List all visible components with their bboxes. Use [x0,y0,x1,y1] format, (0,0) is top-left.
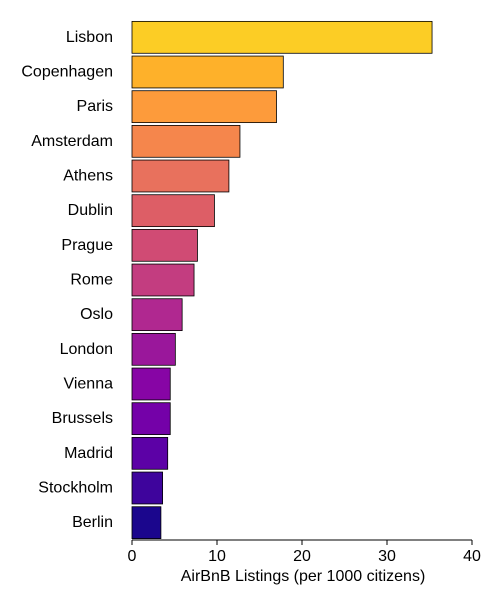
category-label-london: London [60,341,113,358]
category-label-brussels: Brussels [52,410,113,427]
category-label-prague: Prague [61,237,113,254]
category-label-paris: Paris [77,98,113,115]
x-tick-label-10: 10 [208,548,226,565]
bar-rome [131,263,195,297]
x-tick-label-40: 40 [463,548,481,565]
x-axis: 0 10 20 30 40 [128,539,481,565]
bar-dublin [131,194,215,228]
bar-brussels [131,402,171,436]
category-label-rome: Rome [70,272,113,289]
x-tick-label-30: 30 [378,548,396,565]
x-tick-label-0: 0 [128,548,137,565]
category-label-stockholm: Stockholm [38,480,113,497]
category-label-berlin: Berlin [72,514,113,531]
bar-paris [131,90,277,124]
category-label-copenhagen: Copenhagen [21,64,113,81]
category-label-dublin: Dublin [68,202,113,219]
x-tick-label-20: 20 [293,548,311,565]
bar-london [131,332,176,366]
bar-lisbon [131,20,433,54]
bar-copenhagen [131,55,284,89]
bar-vienna [131,367,171,401]
category-label-lisbon: Lisbon [66,29,113,46]
category-label-madrid: Madrid [64,445,113,462]
bar-stockholm [131,471,164,505]
category-label-amsterdam: Amsterdam [31,133,113,150]
bar-amsterdam [131,124,241,158]
bar-athens [131,159,230,193]
bars-layer [131,20,433,540]
category-label-vienna: Vienna [63,376,113,393]
category-label-oslo: Oslo [80,306,113,323]
x-axis-title: AirBnB Listings (per 1000 citizens) [181,568,426,585]
bar-prague [131,228,198,262]
category-labels-layer: Lisbon Copenhagen Paris Amsterdam Athens Dubl… [21,29,113,531]
bar-berlin [131,506,162,540]
category-label-athens: Athens [63,168,113,185]
bar-madrid [131,436,169,470]
bar-oslo [131,298,183,332]
